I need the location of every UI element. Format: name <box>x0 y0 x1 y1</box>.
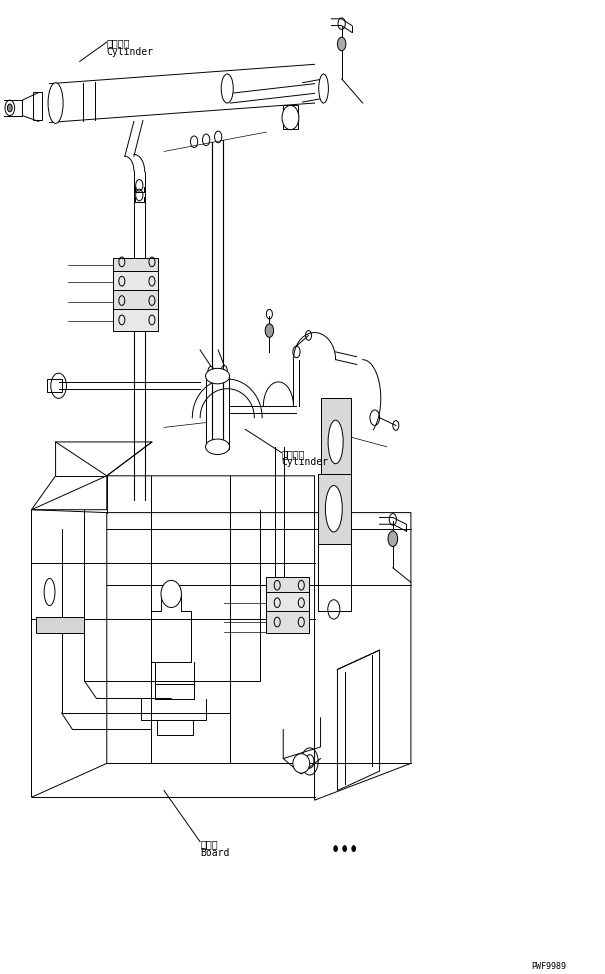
Circle shape <box>343 845 347 851</box>
Ellipse shape <box>282 105 299 130</box>
Bar <box>47 379 62 392</box>
Bar <box>36 618 85 633</box>
Bar <box>266 577 309 594</box>
Bar <box>113 271 158 292</box>
Circle shape <box>388 531 397 546</box>
Bar <box>113 258 158 273</box>
Circle shape <box>338 37 346 51</box>
Text: シリンダ: シリンダ <box>281 449 305 459</box>
Bar <box>266 592 309 614</box>
Text: PWF9989: PWF9989 <box>531 962 566 971</box>
Bar <box>283 105 298 130</box>
Ellipse shape <box>325 485 342 532</box>
Bar <box>318 474 351 543</box>
Ellipse shape <box>293 754 310 773</box>
Ellipse shape <box>206 368 230 384</box>
Text: Board: Board <box>200 847 229 858</box>
Text: Cylinder: Cylinder <box>106 47 154 56</box>
Bar <box>33 93 42 120</box>
Bar <box>266 612 309 633</box>
Circle shape <box>265 323 273 337</box>
Circle shape <box>334 845 338 851</box>
Bar <box>321 398 351 485</box>
Text: Cylinder: Cylinder <box>281 458 329 468</box>
Ellipse shape <box>48 83 63 124</box>
Ellipse shape <box>221 74 234 103</box>
Bar <box>113 310 158 330</box>
Ellipse shape <box>44 579 55 606</box>
Text: ボード: ボード <box>200 839 218 849</box>
Ellipse shape <box>319 74 329 103</box>
Ellipse shape <box>328 420 343 464</box>
Ellipse shape <box>161 581 182 608</box>
Circle shape <box>352 845 356 851</box>
Ellipse shape <box>206 439 230 455</box>
Bar <box>113 290 158 312</box>
Text: シリンダ: シリンダ <box>106 38 130 48</box>
Circle shape <box>7 104 12 112</box>
